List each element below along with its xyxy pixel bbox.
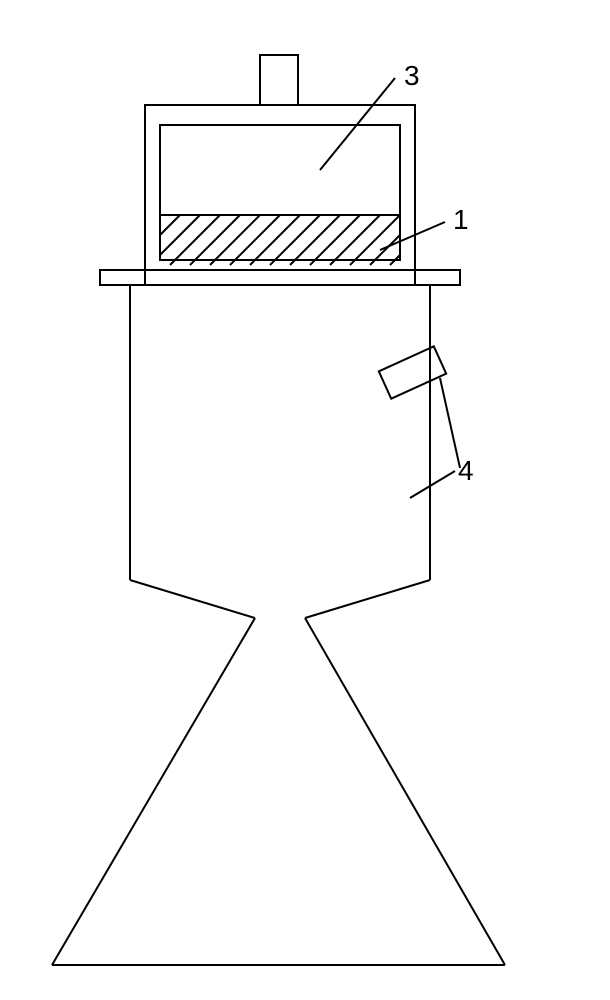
upper-body [145, 105, 415, 270]
hatch-line [310, 215, 360, 265]
hatch-line [270, 215, 320, 265]
right-flange [415, 270, 460, 285]
nozzle-left [52, 618, 255, 965]
hatch-line [160, 215, 180, 235]
hatch-line [160, 215, 200, 255]
side-port [379, 346, 446, 398]
hatch-line [250, 215, 300, 265]
label-4: 4 [458, 455, 474, 487]
top-stem [260, 55, 298, 105]
technical-diagram [0, 0, 610, 1000]
leader-4b [410, 471, 455, 498]
hatch-line [230, 215, 280, 265]
hatch-line [210, 215, 260, 265]
hatch-line [170, 215, 220, 265]
left-flange [100, 270, 145, 285]
hatch-line [350, 215, 400, 265]
hatch-line [290, 215, 340, 265]
label-3: 3 [404, 60, 420, 92]
leader-4a [440, 378, 460, 468]
nozzle-right [305, 618, 505, 965]
hatch-line [330, 215, 380, 265]
label-1: 1 [453, 204, 469, 236]
hatch-line [190, 215, 240, 265]
